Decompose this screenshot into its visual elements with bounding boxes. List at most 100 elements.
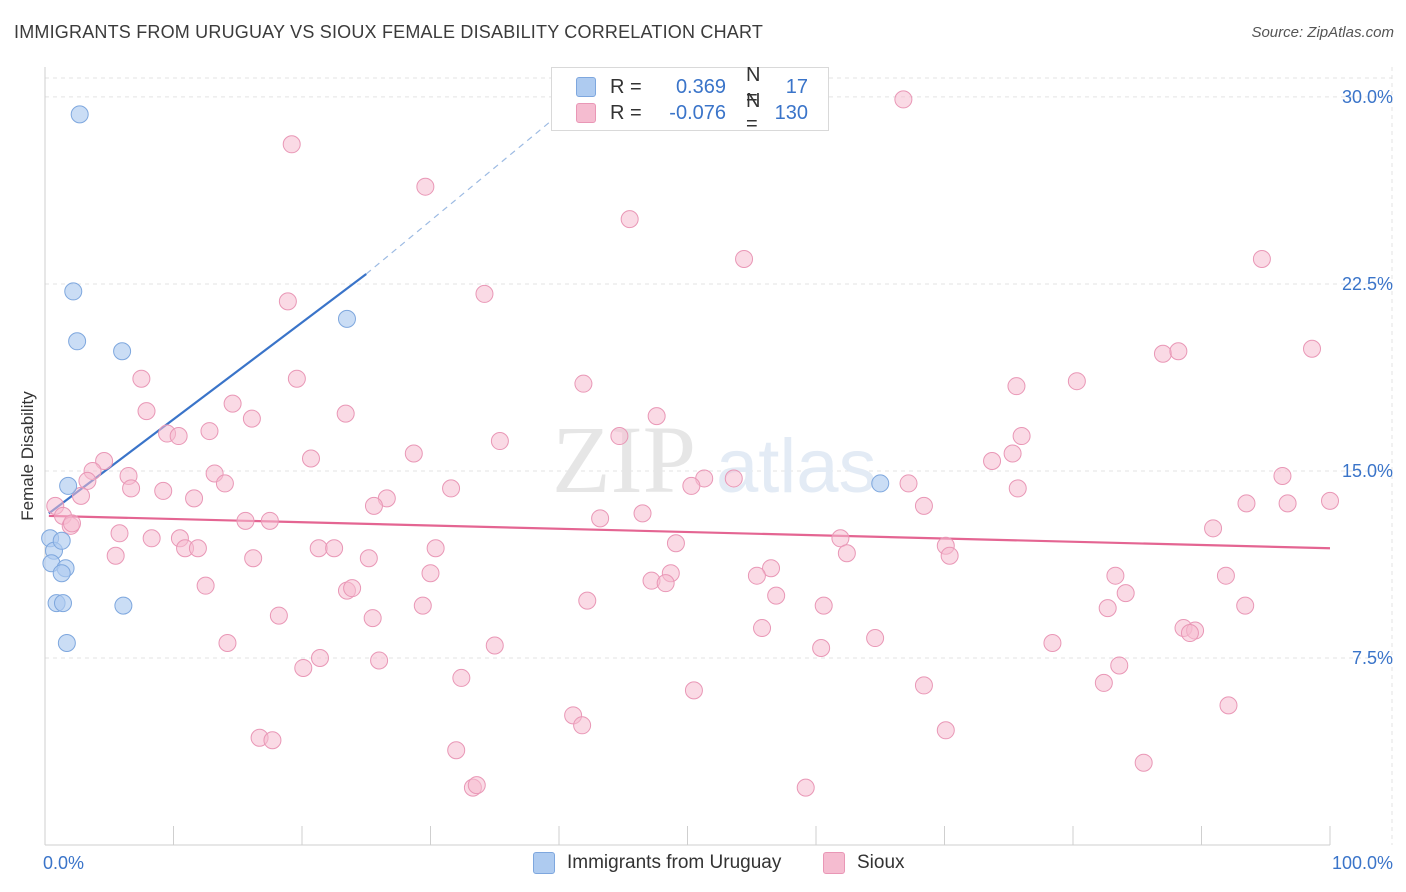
data-point-sioux bbox=[610, 427, 629, 446]
data-point-uruguay bbox=[68, 332, 87, 351]
data-point-sioux bbox=[1012, 427, 1031, 446]
data-point-sioux bbox=[442, 479, 461, 498]
data-point-sioux bbox=[325, 539, 344, 558]
data-point-sioux bbox=[1134, 753, 1153, 772]
data-point-sioux bbox=[421, 564, 440, 583]
data-point-sioux bbox=[218, 634, 237, 653]
data-point-uruguay bbox=[114, 596, 133, 615]
data-point-uruguay bbox=[52, 531, 71, 550]
data-point-sioux bbox=[983, 451, 1002, 470]
y-tick-label: 30.0% bbox=[1342, 87, 1393, 107]
data-point-sioux bbox=[475, 284, 494, 303]
data-point-sioux bbox=[78, 471, 97, 490]
data-point-sioux bbox=[573, 716, 592, 735]
data-point-sioux bbox=[837, 544, 856, 563]
data-point-sioux bbox=[747, 566, 766, 585]
data-point-sioux bbox=[1008, 479, 1027, 498]
data-point-sioux bbox=[169, 427, 188, 446]
data-point-sioux bbox=[223, 394, 242, 413]
legend-item-uruguay[interactable]: Immigrants from Uruguay bbox=[533, 852, 781, 874]
trendline-uruguay-extension bbox=[365, 113, 560, 275]
data-point-sioux bbox=[1067, 372, 1086, 391]
data-point-sioux bbox=[142, 529, 161, 548]
data-point-sioux bbox=[242, 409, 261, 428]
watermark-atlas: atlas bbox=[716, 424, 877, 509]
chart-title: IMMIGRANTS FROM URUGUAY VS SIOUX FEMALE … bbox=[14, 22, 764, 42]
data-point-sioux bbox=[278, 292, 297, 311]
data-point-sioux bbox=[370, 651, 389, 670]
data-point-sioux bbox=[71, 486, 90, 505]
series-legend: Immigrants from Uruguay Sioux bbox=[0, 852, 1406, 878]
data-point-sioux bbox=[796, 778, 815, 797]
data-point-sioux bbox=[666, 534, 685, 553]
data-point-sioux bbox=[1180, 624, 1199, 643]
data-point-sioux bbox=[1219, 696, 1238, 715]
data-point-sioux bbox=[656, 574, 675, 593]
data-point-sioux bbox=[1216, 566, 1235, 585]
legend-n-value: 17 bbox=[785, 75, 808, 98]
data-point-sioux bbox=[1153, 344, 1172, 363]
legend-swatch-blue bbox=[533, 852, 555, 874]
data-point-sioux bbox=[294, 658, 313, 677]
data-point-sioux bbox=[762, 559, 781, 578]
data-point-uruguay bbox=[52, 564, 71, 583]
data-point-sioux bbox=[1003, 444, 1022, 463]
data-point-sioux bbox=[263, 731, 282, 750]
y-tick-label: 22.5% bbox=[1342, 274, 1393, 294]
data-point-sioux bbox=[578, 591, 597, 610]
x-tick-label: 100.0% bbox=[1332, 853, 1393, 873]
data-point-sioux bbox=[1303, 339, 1322, 358]
data-point-sioux bbox=[1204, 519, 1223, 538]
data-point-sioux bbox=[866, 629, 885, 648]
data-point-sioux bbox=[812, 639, 831, 658]
data-point-sioux bbox=[1252, 250, 1271, 269]
data-point-uruguay bbox=[64, 282, 83, 301]
data-point-sioux bbox=[684, 681, 703, 700]
data-point-sioux bbox=[1043, 634, 1062, 653]
data-point-sioux bbox=[287, 369, 306, 388]
data-point-sioux bbox=[188, 539, 207, 558]
data-point-sioux bbox=[200, 422, 219, 441]
data-point-sioux bbox=[309, 539, 328, 558]
legend-r-value: 0.369 bbox=[675, 75, 726, 98]
axes bbox=[44, 67, 1331, 846]
data-point-sioux bbox=[753, 619, 772, 638]
data-point-sioux bbox=[363, 609, 382, 628]
correlation-legend: R = 0.369 N = 17 R = -0.076 N = 130 bbox=[551, 64, 829, 135]
data-point-sioux bbox=[914, 496, 933, 515]
data-point-sioux bbox=[122, 479, 141, 498]
data-point-sioux bbox=[467, 776, 486, 795]
data-point-sioux bbox=[899, 474, 918, 493]
data-point-sioux bbox=[244, 549, 263, 568]
data-point-sioux bbox=[814, 596, 833, 615]
data-point-sioux bbox=[413, 596, 432, 615]
data-point-sioux bbox=[1110, 656, 1129, 675]
x-tick-label: 0.0% bbox=[43, 853, 84, 873]
data-point-sioux bbox=[1273, 466, 1292, 485]
legend-n-value: 130 bbox=[774, 101, 808, 124]
data-point-sioux bbox=[154, 481, 173, 500]
data-point-sioux bbox=[185, 489, 204, 508]
data-point-sioux bbox=[301, 449, 320, 468]
data-point-uruguay bbox=[70, 105, 89, 124]
data-point-sioux bbox=[1098, 599, 1117, 618]
legend-swatch-pink bbox=[823, 852, 845, 874]
data-point-sioux bbox=[485, 636, 504, 655]
data-point-sioux bbox=[1321, 491, 1339, 510]
data-point-sioux bbox=[336, 404, 355, 423]
watermark-zip: ZIP bbox=[552, 406, 696, 513]
data-point-sioux bbox=[260, 511, 279, 530]
data-point-uruguay bbox=[113, 342, 132, 361]
data-point-sioux bbox=[735, 250, 754, 269]
trendline-uruguay bbox=[48, 273, 367, 515]
data-point-sioux bbox=[682, 476, 701, 495]
legend-row-uruguay: R = 0.369 N = 17 bbox=[576, 64, 808, 109]
data-point-sioux bbox=[767, 586, 786, 605]
legend-item-sioux[interactable]: Sioux bbox=[823, 852, 905, 874]
data-point-sioux bbox=[591, 509, 610, 528]
source-label: Source: ZipAtlas.com bbox=[1251, 24, 1394, 41]
data-point-sioux bbox=[1116, 584, 1135, 603]
data-point-sioux bbox=[1007, 377, 1026, 396]
data-point-sioux bbox=[724, 469, 743, 488]
